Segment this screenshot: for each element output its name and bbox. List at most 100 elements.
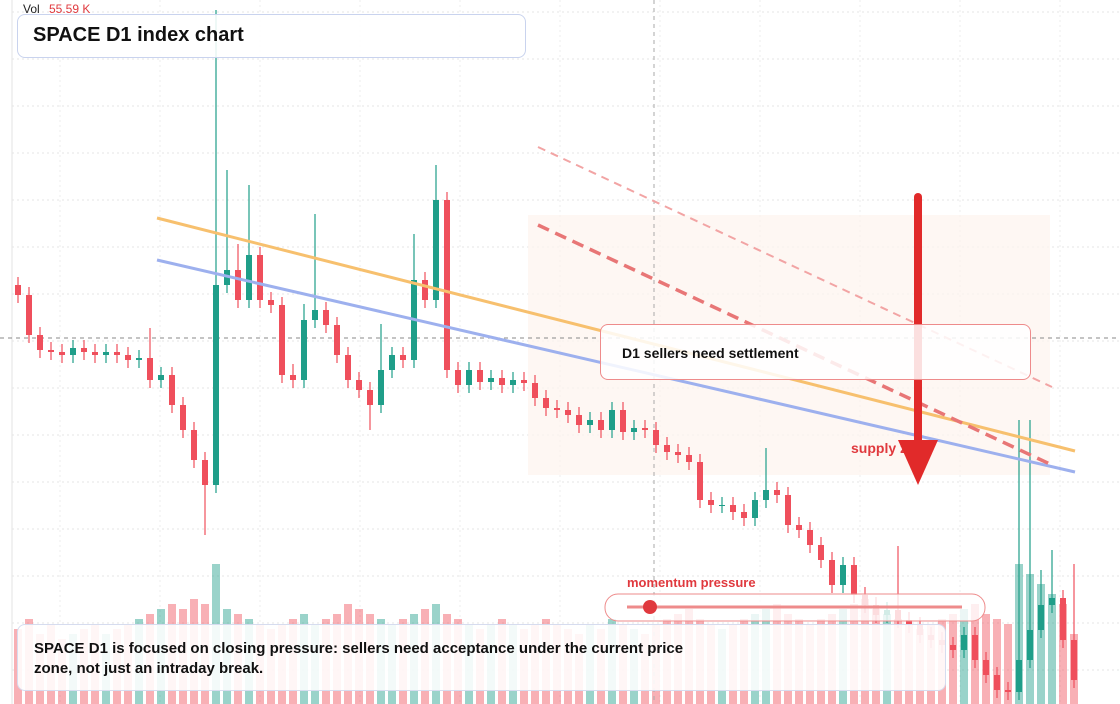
- candle-body: [26, 295, 32, 335]
- candle-body: [345, 355, 351, 380]
- candle-body: [191, 430, 197, 460]
- candle-body: [829, 560, 835, 585]
- candle-body: [59, 352, 65, 355]
- candle-body: [70, 348, 76, 355]
- gauge-knob: [643, 600, 657, 614]
- candle-body: [301, 320, 307, 380]
- candle-body: [576, 415, 582, 425]
- candle-body: [114, 352, 120, 355]
- candle-body: [620, 410, 626, 432]
- candle-body: [994, 675, 1000, 690]
- candle-body: [763, 490, 769, 500]
- chart-title: SPACE D1 index chart: [17, 14, 526, 58]
- candle-body: [147, 358, 153, 380]
- volume-bar: [993, 619, 1001, 704]
- candle-body: [213, 285, 219, 485]
- candle-body: [367, 390, 373, 405]
- candle-body: [796, 525, 802, 530]
- candle-body: [246, 255, 252, 300]
- candle-body: [840, 565, 846, 585]
- candle-layer: [15, 10, 1077, 700]
- candle-body: [444, 200, 450, 370]
- candle-body: [81, 348, 87, 352]
- candle-body: [818, 545, 824, 560]
- candle-body: [125, 355, 131, 360]
- candle-body: [950, 645, 956, 650]
- candle-body: [1071, 640, 1077, 680]
- gauge-label: momentum pressure: [627, 575, 756, 590]
- volume-bar: [949, 614, 957, 704]
- candle-body: [477, 370, 483, 382]
- candle-body: [488, 378, 494, 382]
- candle-body: [235, 270, 241, 300]
- volume-bar: [1004, 624, 1012, 704]
- candle-body: [961, 635, 967, 650]
- candle-body: [653, 430, 659, 445]
- candle-body: [686, 455, 692, 462]
- candle-body: [499, 378, 505, 385]
- candle-body: [752, 500, 758, 518]
- candle-body: [334, 325, 340, 355]
- candle-body: [312, 310, 318, 320]
- candle-body: [466, 370, 472, 385]
- candle-body: [554, 408, 560, 410]
- candle-body: [906, 620, 912, 625]
- candle-body: [1060, 598, 1066, 640]
- candle-body: [15, 285, 21, 295]
- candle-body: [719, 505, 725, 506]
- candle-body: [510, 380, 516, 385]
- candle-body: [851, 565, 857, 595]
- candle-body: [675, 452, 681, 455]
- candle-body: [631, 428, 637, 432]
- candle-body: [1016, 660, 1022, 692]
- candle-body: [983, 660, 989, 675]
- candle-body: [378, 370, 384, 405]
- candle-body: [598, 420, 604, 430]
- candle-body: [1027, 630, 1033, 660]
- candle-body: [587, 420, 593, 425]
- candle-body: [433, 200, 439, 300]
- candle-body: [103, 352, 109, 355]
- candle-body: [1038, 605, 1044, 630]
- candle-body: [1005, 690, 1011, 692]
- candle-body: [774, 490, 780, 495]
- candle-body: [158, 375, 164, 380]
- candle-body: [323, 310, 329, 325]
- dashed-line-upper: [537, 146, 1053, 388]
- candle-body: [48, 350, 54, 352]
- candle-body: [664, 445, 670, 452]
- candle-body: [389, 355, 395, 370]
- volume-bar: [1037, 584, 1045, 704]
- candle-body: [400, 355, 406, 360]
- candle-body: [136, 358, 142, 360]
- candle-body: [730, 505, 736, 512]
- candle-body: [202, 460, 208, 485]
- candle-body: [785, 495, 791, 525]
- candle-body: [169, 375, 175, 405]
- volume-bar: [1048, 594, 1056, 704]
- candle-body: [92, 352, 98, 355]
- caption: SPACE D1 is focused on closing pressure:…: [17, 624, 946, 691]
- candle-body: [565, 410, 571, 415]
- candle-body: [741, 512, 747, 518]
- candle-body: [37, 335, 43, 350]
- candle-body: [180, 405, 186, 430]
- candle-body: [697, 462, 703, 500]
- volume-bar: [1059, 604, 1067, 704]
- candle-body: [290, 375, 296, 380]
- candle-body: [455, 370, 461, 385]
- candle-body: [708, 500, 714, 505]
- candle-body: [257, 255, 263, 300]
- vol-label: Vol: [23, 2, 40, 16]
- vol-value: 55.59 K: [49, 2, 90, 16]
- candle-body: [972, 635, 978, 660]
- candle-body: [422, 280, 428, 300]
- annotation-box: D1 sellers need settlement: [600, 324, 1031, 380]
- candle-body: [807, 530, 813, 545]
- candle-body: [1049, 598, 1055, 605]
- candle-body: [356, 380, 362, 390]
- candle-body: [543, 398, 549, 408]
- candle-body: [521, 380, 527, 383]
- candle-body: [268, 300, 274, 305]
